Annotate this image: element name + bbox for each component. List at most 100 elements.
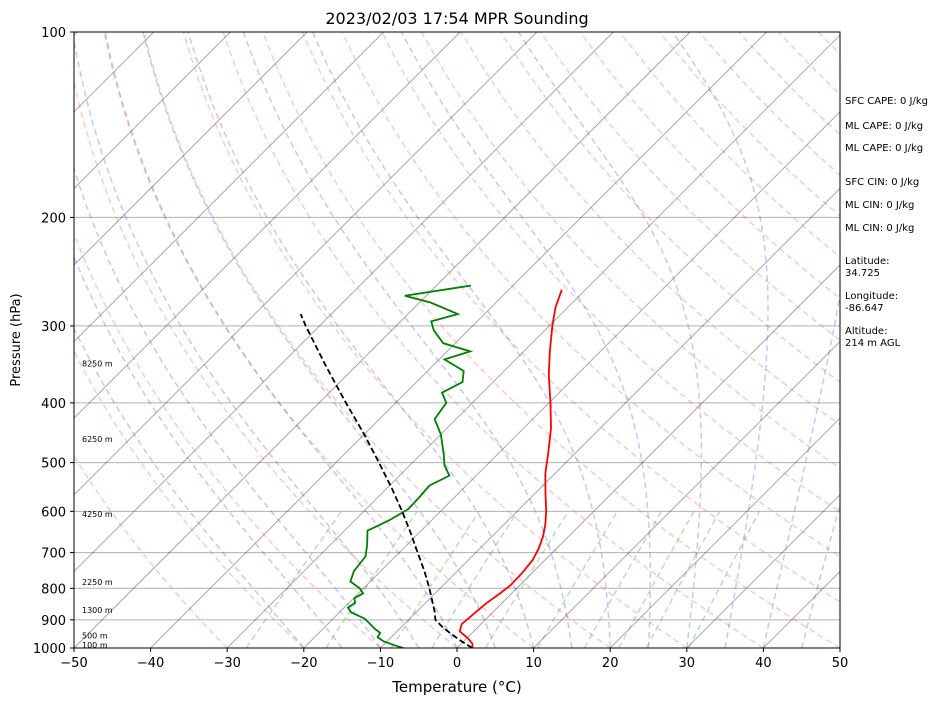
isotherm-line	[74, 32, 614, 573]
moist-adiabat-line	[74, 254, 343, 648]
dewpoint-line	[346, 284, 474, 648]
moist-adiabat-line	[104, 32, 458, 648]
annotation-text: 214 m AGL	[845, 338, 901, 349]
moist-adiabat-line	[187, 32, 535, 648]
y-axis: 100 200 300 400 500 600 700 800 900 1000	[33, 26, 74, 657]
moist-adiabat-line	[142, 32, 497, 648]
dry-adiabat-line	[103, 32, 535, 648]
x-axis: −50 −40 −30 −20 −10 0 10 20 30 40 50	[60, 648, 848, 671]
moist-adiabat-line	[517, 32, 703, 648]
mixing-ratio-line	[390, 510, 480, 648]
x-tick-label: 0	[453, 656, 461, 671]
annotation-text: ML CAPE: 0 J/kg	[845, 143, 923, 154]
height-label: 4250 m	[82, 510, 113, 519]
dry-adiabat-line	[262, 32, 840, 648]
annotation-text: -86.647	[845, 303, 884, 314]
x-tick-label: 30	[679, 656, 696, 671]
moist-adiabat-line	[672, 32, 769, 648]
isotherm-line	[226, 34, 840, 648]
x-tick-label: −20	[290, 656, 317, 671]
x-axis-title: Temperature (°C)	[391, 678, 521, 696]
isotherm-line	[609, 417, 840, 648]
moist-adiabat-line	[74, 36, 420, 648]
annotation-text: ML CIN: 0 J/kg	[845, 223, 914, 234]
isotherm-line	[74, 32, 538, 496]
dry-adiabat-line	[74, 78, 458, 648]
isotherm-line	[533, 340, 840, 648]
annotation-text: SFC CAPE: 0 J/kg	[845, 96, 928, 107]
annotation-text: Altitude:	[845, 326, 887, 337]
moist-adiabat-line	[311, 32, 611, 648]
y-tick-label: 300	[41, 320, 66, 335]
x-tick-label: 10	[525, 656, 542, 671]
isotherm-line	[686, 494, 840, 648]
height-label: 500 m	[82, 632, 108, 641]
moist-adiabat-line	[242, 32, 573, 648]
dry-adiabat-line	[143, 32, 611, 648]
moist-adiabat-line	[762, 290, 840, 648]
isotherm-line	[74, 32, 308, 266]
mixing-ratio-line	[484, 510, 569, 648]
y-tick-label: 1000	[33, 642, 66, 657]
y-tick-label: 700	[41, 547, 66, 562]
temperature-line	[458, 289, 563, 648]
background-grid	[0, 32, 840, 648]
profile-lines	[299, 284, 563, 648]
y-tick-label: 600	[41, 505, 66, 520]
annotation-text: Latitude:	[845, 256, 890, 267]
x-tick-label: −30	[213, 656, 240, 671]
y-tick-label: 100	[41, 26, 66, 41]
mixing-ratio-line	[645, 510, 721, 648]
y-tick-label: 200	[41, 211, 66, 226]
moist-adiabat-line	[400, 32, 652, 648]
isotherm-line	[74, 32, 691, 648]
height-label: 2250 m	[82, 578, 113, 587]
isotherm-line	[74, 32, 384, 343]
isotherm-line	[74, 32, 461, 419]
height-label: 6250 m	[82, 435, 113, 444]
x-tick-label: 50	[832, 656, 849, 671]
annotation-text: Longitude:	[845, 291, 898, 302]
height-label: 1300 m	[82, 606, 113, 615]
x-tick-label: −50	[60, 656, 87, 671]
annotation-text: ML CAPE: 0 J/kg	[845, 121, 923, 132]
isotherm-line	[0, 32, 1, 648]
x-tick-label: 40	[755, 656, 772, 671]
moist-adiabat-line	[74, 166, 382, 648]
parcel-profile-line	[299, 313, 473, 648]
sounding-annotations: SFC CAPE: 0 J/kg ML CAPE: 0 J/kg ML CAPE: …	[845, 96, 928, 349]
height-label: 8250 m	[82, 359, 113, 368]
annotation-text: ML CIN: 0 J/kg	[845, 200, 914, 211]
dry-adiabat-line	[579, 32, 840, 300]
dry-adiabat-line	[182, 32, 688, 648]
x-tick-label: −40	[137, 656, 164, 671]
mixing-ratio-line	[431, 510, 519, 648]
chart-title: 2023/02/03 17:54 MPR Sounding	[325, 9, 588, 28]
y-tick-label: 800	[41, 582, 66, 597]
mixing-ratio-line	[245, 510, 343, 648]
isotherm-line	[456, 264, 840, 648]
y-tick-label: 500	[41, 457, 66, 472]
mixing-ratio-line	[325, 510, 418, 648]
dry-adiabat-line	[74, 349, 305, 648]
isotherm-line	[150, 32, 767, 648]
dry-adiabat-line	[222, 32, 764, 648]
dry-adiabat-line	[74, 231, 381, 648]
height-label: 100 m	[82, 641, 108, 650]
mixing-ratio-line	[583, 510, 663, 648]
mixing-ratio-line	[618, 510, 695, 648]
annotation-text: SFC CIN: 0 J/kg	[845, 177, 919, 188]
y-tick-label: 400	[41, 397, 66, 412]
moist-adiabat-line	[800, 502, 840, 648]
annotation-text: 34.725	[845, 268, 880, 279]
y-axis-title: Pressure (hPa)	[9, 293, 24, 386]
mixing-ratio-line	[536, 510, 618, 648]
x-tick-label: −10	[367, 656, 394, 671]
isotherm-line	[380, 187, 840, 648]
mixing-ratio-line	[688, 510, 761, 648]
y-tick-label: 900	[41, 614, 66, 629]
isotherm-line	[74, 32, 231, 190]
isotherm-line	[303, 111, 840, 648]
